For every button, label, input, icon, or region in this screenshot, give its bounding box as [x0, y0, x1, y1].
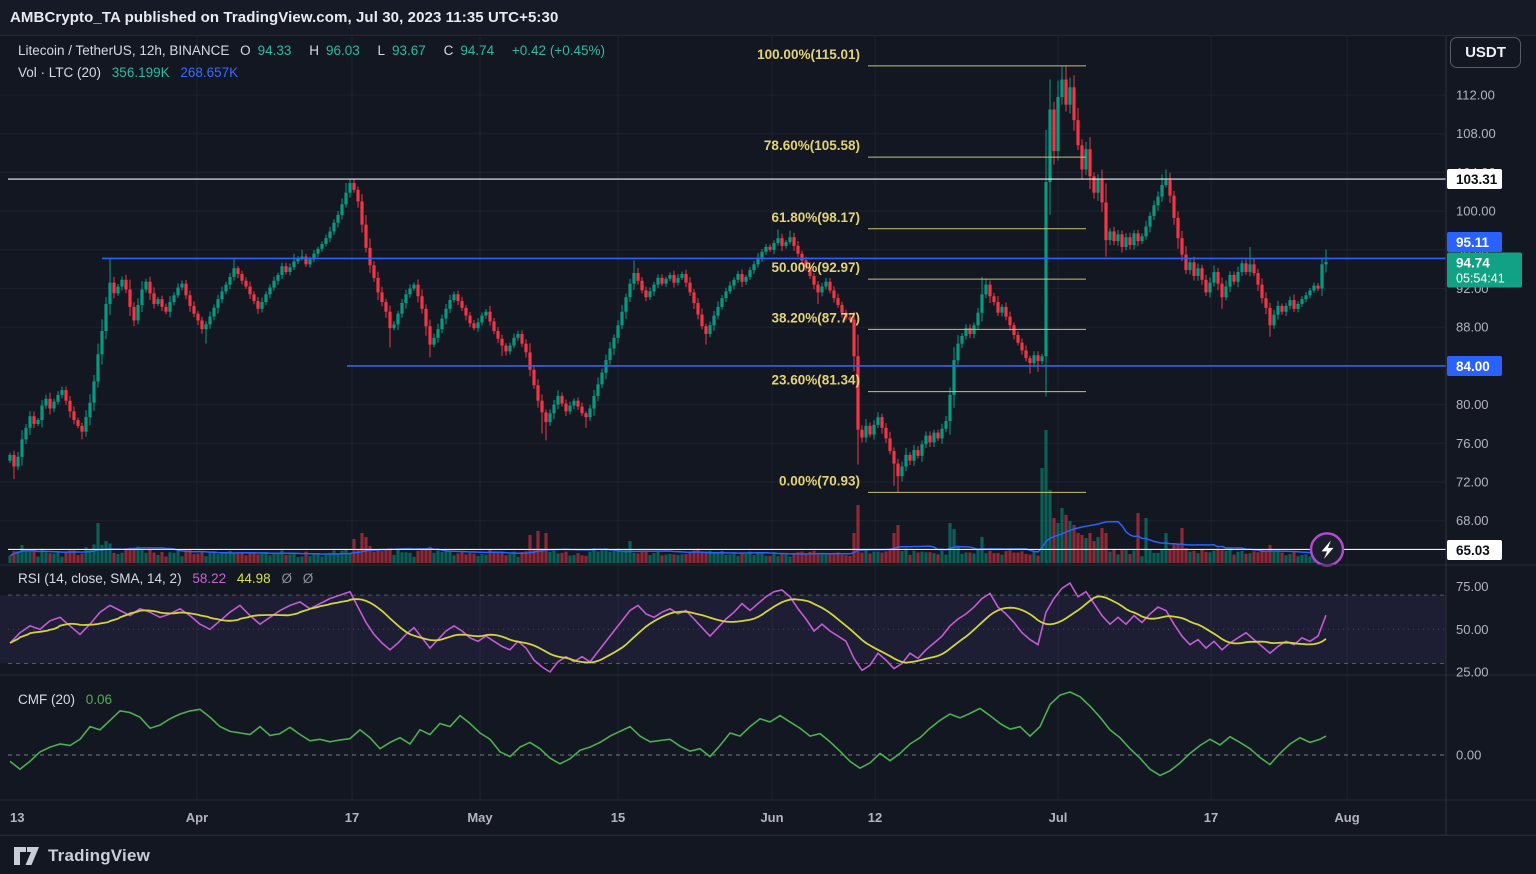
fib-label: 23.60%(81.34): [771, 373, 860, 388]
rsi-axis-label: 25.00: [1456, 665, 1489, 680]
fib-label: 61.80%(98.17): [771, 210, 860, 225]
currency-toggle-button[interactable]: USDT: [1450, 37, 1521, 68]
price-badge: 84.00: [1447, 356, 1502, 376]
rsi-sma-value: 44.98: [236, 571, 271, 586]
price-badge-bg: [1447, 356, 1502, 376]
rsi-flag-icon: Ø: [302, 571, 314, 586]
candles: [8, 65, 1328, 493]
rsi-value: 58.22: [192, 571, 227, 586]
fib-label: 50.00%(92.97): [771, 260, 860, 275]
price-axis-label: 72.00: [1456, 475, 1489, 490]
ohlc-close: C 94.74: [443, 43, 495, 58]
time-axis-label: Jun: [760, 810, 783, 825]
price-badge: 65.03: [1447, 540, 1502, 560]
price-badge-value: 103.31: [1456, 172, 1498, 187]
volume-legend[interactable]: Vol · LTC (20) 356.199K 268.657K: [18, 65, 245, 80]
time-axis-label: May: [467, 810, 493, 825]
cmf-legend[interactable]: CMF (20) 0.06: [18, 692, 119, 707]
rsi-axis-label: 75.00: [1456, 579, 1489, 594]
time-axis-label: Jul: [1049, 810, 1068, 825]
rsi-legend[interactable]: RSI (14, close, SMA, 14, 2) 58.22 44.98 …: [18, 571, 320, 586]
price-badge-bg: [1447, 252, 1522, 288]
fib-label: 38.20%(87.77): [771, 310, 860, 325]
price-axis-label: 80.00: [1456, 397, 1489, 412]
fib-retracement[interactable]: 100.00%(115.01) 78.60%(105.58) 61.80%(98.1…: [757, 47, 1086, 493]
rsi-flag-icon: Ø: [281, 571, 292, 586]
bottom-toolbar: TradingView: [0, 835, 1536, 874]
volume-current-value: 356.199K: [111, 65, 170, 80]
chart-background: [0, 35, 1536, 874]
time-axis-label: 17: [1204, 810, 1218, 825]
symbol-legend[interactable]: Litecoin / TetherUS, 12h, BINANCE O 94.33…: [18, 43, 612, 58]
price-badge: 103.31: [1447, 169, 1502, 189]
candle-countdown: 05:54:41: [1456, 272, 1505, 286]
gridlines: [0, 35, 1446, 800]
volume-ma-value: 268.657K: [180, 65, 239, 80]
symbol-name[interactable]: Litecoin / TetherUS, 12h, BINANCE: [18, 43, 230, 58]
price-badge-value: 95.11: [1456, 235, 1490, 250]
time-axis-label: 13: [10, 810, 24, 825]
ohlc-open: O 94.33: [240, 43, 292, 58]
rsi-line: [9, 581, 1327, 674]
rsi-axis-label: 50.00: [1456, 622, 1489, 637]
lightning-bolt-icon: [1321, 540, 1334, 559]
tradingview-wordmark[interactable]: TradingView: [48, 845, 151, 865]
lightning-marker[interactable]: [1309, 532, 1345, 567]
volume-label[interactable]: Vol · LTC (20): [18, 65, 102, 80]
price-axis-label: 108.00: [1456, 126, 1496, 141]
price-axis-label: 76.00: [1456, 436, 1489, 451]
price-badge-value: 65.03: [1456, 543, 1490, 558]
cmf-value: 0.06: [85, 692, 113, 707]
fib-label: 78.60%(105.58): [764, 138, 860, 153]
time-axis-label: Apr: [186, 810, 208, 825]
cmf-label[interactable]: CMF (20): [18, 692, 75, 707]
volume-ma-line: [9, 520, 1327, 557]
price-badge-bg: [1447, 540, 1502, 560]
time-axis-label: Aug: [1334, 810, 1359, 825]
cmf-line: [9, 691, 1327, 777]
price-badge-bg: [1447, 169, 1502, 189]
publication-topbar: AMBCrypto_TA published on TradingView.co…: [0, 0, 1536, 36]
time-axis[interactable]: 13 Apr 17 May 15 Jun 12 Jul 17 Aug: [10, 810, 1360, 825]
tradingview-logo[interactable]: [14, 846, 40, 865]
ohlc-change: +0.42 (+0.45%): [511, 43, 605, 58]
time-axis-label: 12: [868, 810, 882, 825]
ohlc-low: L 93.67: [377, 43, 426, 58]
rsi-label[interactable]: RSI (14, close, SMA, 14, 2): [18, 571, 182, 586]
publication-title: AMBCrypto_TA published on TradingView.co…: [10, 9, 559, 26]
ohlc-high: H 96.03: [309, 43, 360, 58]
price-axis-label: 68.00: [1456, 513, 1489, 528]
price-axis-label: 100.00: [1456, 204, 1496, 219]
current-price-value: 94.74: [1456, 256, 1490, 271]
time-axis-label: 17: [345, 810, 359, 825]
fib-label: 0.00%(70.93): [779, 473, 860, 488]
price-axis-label: 88.00: [1456, 320, 1489, 335]
time-axis-label: 15: [611, 810, 625, 825]
price-badge-bg: [1447, 232, 1502, 252]
fib-label: 100.00%(115.01): [757, 47, 860, 62]
price-badge-value: 84.00: [1456, 359, 1490, 374]
rsi-sma-line: [9, 595, 1327, 664]
cmf-axis-label: 0.00: [1456, 748, 1481, 763]
price-badge: 95.11: [1447, 232, 1502, 252]
price-axis-label: 112.00: [1456, 88, 1495, 103]
